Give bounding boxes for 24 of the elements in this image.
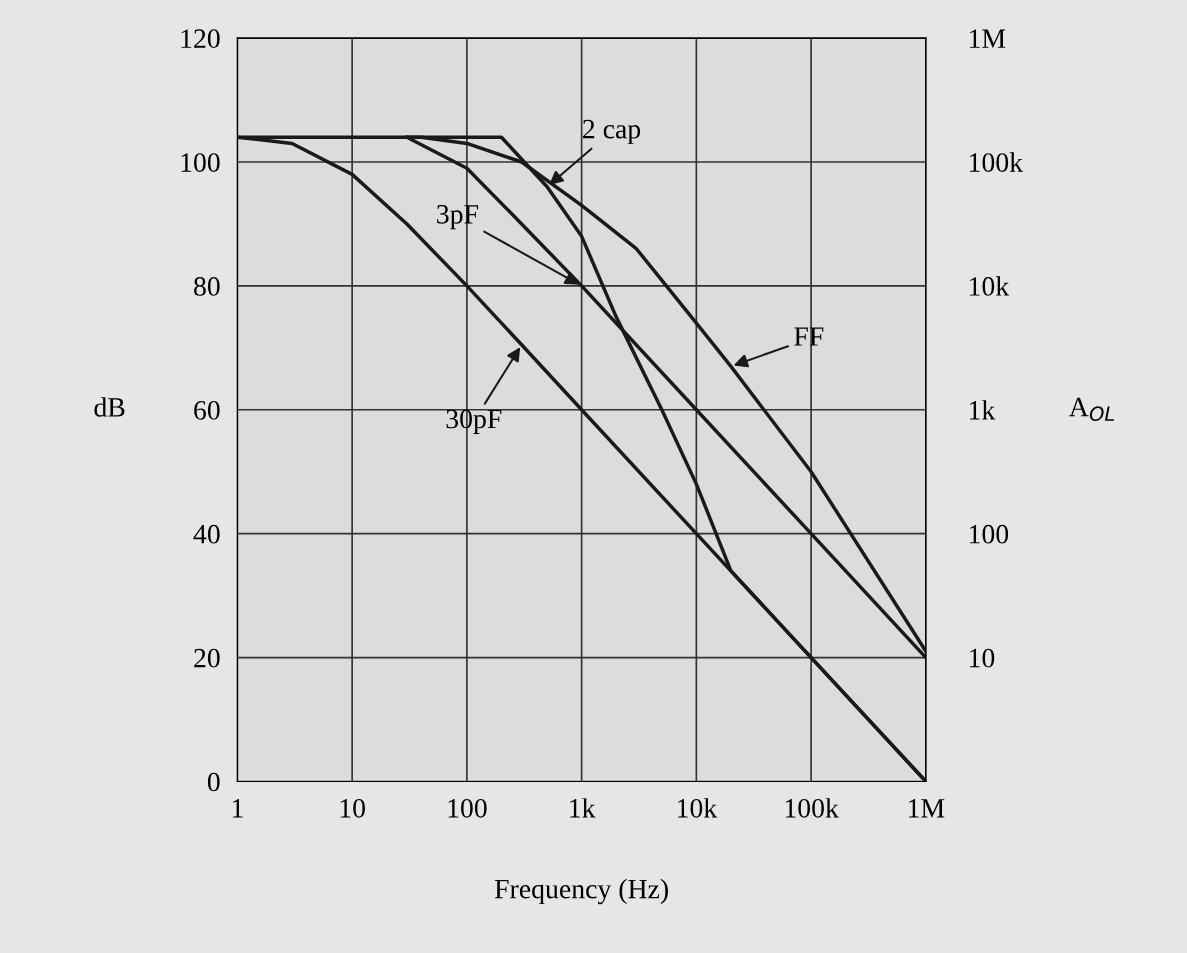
- annotation: 2 cap: [583, 119, 641, 145]
- x-tick-label: 1M: [909, 799, 945, 818]
- x-axis-title: Frequency (Hz): [494, 878, 668, 905]
- x-tick-label: 100k: [785, 798, 839, 818]
- x-tick-label: 1k: [570, 798, 596, 818]
- text: 100k: [969, 152, 1024, 172]
- y-axis-title: dB: [94, 397, 125, 417]
- x-tick-label: 10k: [677, 798, 718, 818]
- y-tick-label: 20: [194, 648, 220, 668]
- y-tick-label: 0: [207, 772, 220, 792]
- y2-axis-title: A$_{OL}$: [1069, 397, 1115, 422]
- text: 1M: [969, 29, 1006, 48]
- y-tick-label: 120: [181, 29, 220, 49]
- text: 100: [969, 524, 1009, 544]
- text: 10k: [969, 276, 1010, 296]
- y-tick-label: 100: [181, 153, 220, 172]
- x-tick-label: 100: [448, 798, 487, 818]
- x-tick-label: 1: [232, 799, 243, 818]
- text: 1k: [969, 400, 996, 420]
- y-tick-label: 40: [193, 524, 220, 544]
- y-tick-label: 60: [194, 400, 220, 420]
- y-tick-label: 80: [194, 277, 220, 296]
- x-tick-label: 10: [340, 798, 365, 818]
- text: 10: [969, 648, 995, 668]
